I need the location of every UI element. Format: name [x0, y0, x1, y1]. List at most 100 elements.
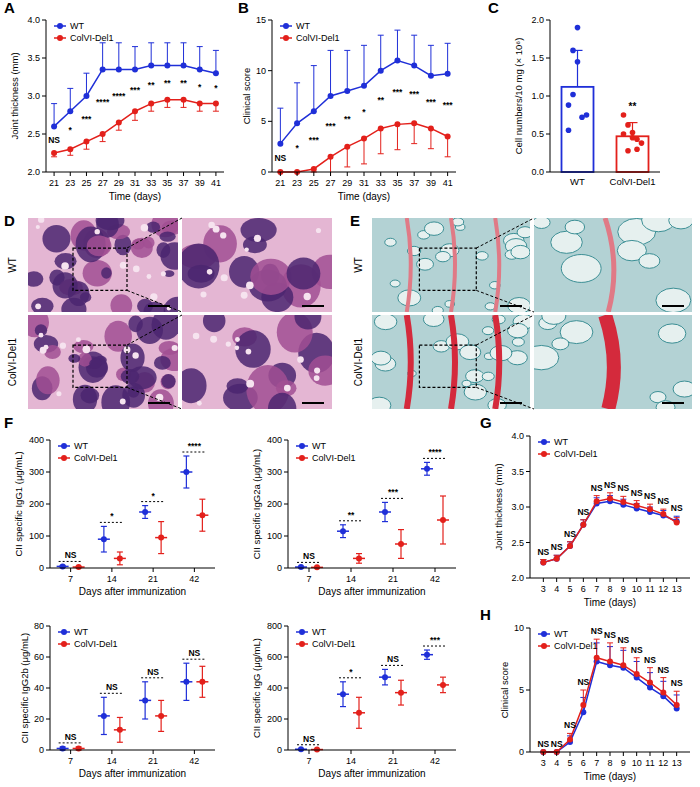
- legend-label: WT: [74, 441, 88, 451]
- significance: NS: [48, 135, 60, 145]
- error-bar: [102, 43, 103, 70]
- error-cap: [344, 166, 350, 167]
- x-tick: [313, 172, 314, 176]
- tissue: [42, 225, 70, 253]
- marker: [340, 528, 346, 534]
- marker: [344, 144, 350, 150]
- x-tick-label: 4: [554, 584, 559, 594]
- x-tick-label: ColVI-Del1: [610, 176, 656, 187]
- tissue: [511, 245, 530, 258]
- x-tick-label: 33: [376, 178, 386, 188]
- x-tick-label: 7: [306, 574, 311, 584]
- marker: [183, 469, 189, 475]
- tissue: [28, 315, 49, 337]
- x-tick: [570, 752, 571, 756]
- tissue: [534, 218, 692, 312]
- error-cap: [116, 42, 122, 43]
- marker: [197, 66, 203, 72]
- marker: [181, 63, 187, 69]
- marker: [328, 93, 334, 99]
- y-tick: [526, 436, 530, 437]
- tissue: [221, 274, 228, 281]
- error-cap: [424, 659, 430, 660]
- x-tick: [610, 578, 611, 582]
- y-tick: [42, 134, 46, 135]
- tissue: [161, 374, 175, 388]
- x-axis-label: Time (days): [338, 191, 390, 202]
- y-axis-label: Joint thickness (mm): [493, 463, 504, 550]
- tissue: [226, 341, 231, 346]
- x-tick: [447, 172, 448, 176]
- x-tick-label: 21: [388, 574, 398, 584]
- x-tick-label: 21: [148, 756, 158, 766]
- legend-marker: [61, 629, 67, 635]
- x-tick-label: 42: [430, 756, 440, 766]
- zoom-connector: [476, 290, 534, 312]
- y-tick-label: 0: [261, 167, 266, 177]
- marker: [580, 522, 586, 528]
- tissue: [151, 315, 178, 340]
- tissue: [160, 242, 178, 270]
- significance: *: [198, 82, 202, 92]
- legend-marker: [541, 439, 547, 445]
- tissue: [246, 349, 252, 355]
- tissue: [81, 388, 100, 404]
- zoom-connector: [127, 218, 182, 248]
- tissue: [101, 385, 130, 409]
- significance: NS: [631, 488, 643, 498]
- significance: ***: [309, 135, 320, 145]
- x-axis-label: Time (days): [584, 771, 636, 782]
- x-tick: [397, 172, 398, 176]
- significance: NS: [274, 153, 286, 163]
- x-tick: [435, 568, 436, 572]
- tissue: [220, 232, 226, 238]
- significance: NS: [604, 630, 616, 640]
- significance: NS: [188, 648, 200, 658]
- y-tick-label: 100: [267, 531, 282, 541]
- error-cap: [356, 697, 362, 698]
- marker: [660, 511, 666, 517]
- marker: [411, 63, 417, 69]
- tissue: [287, 258, 321, 290]
- y-tick: [46, 657, 50, 658]
- error-cap: [67, 155, 73, 156]
- y-tick-label: 600: [267, 652, 282, 662]
- tissue: [658, 324, 686, 343]
- tissue: [38, 218, 44, 223]
- x-tick: [54, 172, 55, 176]
- marker: [197, 101, 203, 107]
- marker: [181, 97, 187, 103]
- marker: [428, 73, 434, 79]
- zoom-box: [419, 345, 476, 387]
- marker: [428, 125, 434, 131]
- y-tick: [268, 121, 272, 122]
- tissue: [110, 294, 132, 312]
- marker: [445, 71, 451, 77]
- y-axis: [272, 20, 273, 172]
- y-tick: [526, 690, 530, 691]
- marker: [298, 564, 304, 570]
- y-tick-label: 5: [261, 116, 266, 126]
- error-cap: [378, 35, 384, 36]
- y-tick-label: 4.0: [511, 431, 524, 441]
- significance-line: [339, 520, 363, 521]
- x-tick: [297, 172, 298, 176]
- tissue: [120, 399, 126, 405]
- tissue: [207, 269, 213, 275]
- data-point: [625, 148, 631, 154]
- significance: ***: [81, 114, 92, 124]
- tissue: [161, 374, 176, 389]
- x-tick-label: 6: [581, 584, 586, 594]
- scale-bar: [662, 305, 684, 307]
- tissue: [294, 315, 321, 330]
- cartilage: [605, 218, 614, 312]
- error-cap: [440, 692, 446, 693]
- marker: [620, 499, 626, 505]
- y-tick-label: 100: [29, 531, 44, 541]
- y-tick: [42, 96, 46, 97]
- y-tick-label: 2.0: [511, 573, 524, 583]
- significance: NS: [106, 682, 118, 692]
- x-tick-label: 7: [594, 758, 599, 768]
- error-cap: [554, 555, 560, 556]
- error-cap: [356, 728, 362, 729]
